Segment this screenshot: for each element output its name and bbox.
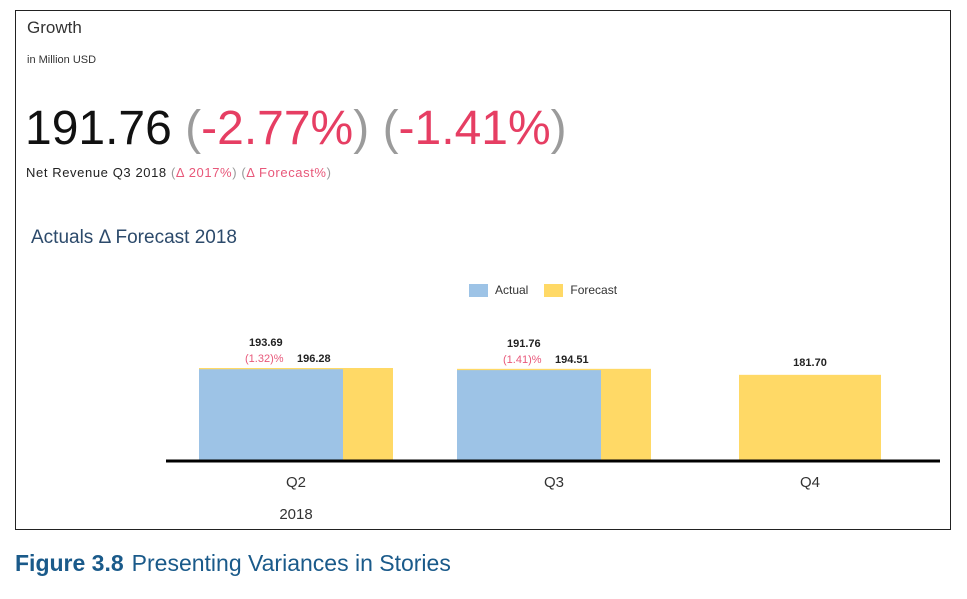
tile-title: Growth bbox=[27, 18, 82, 37]
legend-label-actual: Actual bbox=[495, 283, 529, 297]
legend-item-forecast: Forecast bbox=[544, 283, 617, 297]
data-label-forecast-q3: 194.51 bbox=[555, 354, 589, 366]
legend-item-actual: Actual bbox=[469, 283, 528, 297]
figure-caption-text: Presenting Variances in Stories bbox=[131, 550, 451, 576]
data-label-variance-q2: (1.32)% bbox=[245, 353, 284, 365]
bar-actual-q3 bbox=[457, 370, 601, 460]
chart-legend: Actual Forecast bbox=[469, 283, 633, 297]
x-tick-label-q3: Q3 bbox=[544, 474, 564, 491]
figure-caption: Figure 3.8 Presenting Variances in Storie… bbox=[15, 550, 451, 577]
legend-swatch-actual bbox=[469, 283, 488, 297]
x-group-label: 2018 bbox=[279, 506, 312, 523]
data-label-forecast-q2: 196.28 bbox=[297, 353, 331, 365]
bar-chart: 193.69 (1.32)% 196.28 Q2 191.76 (1.41)% 194.51… bbox=[166, 337, 940, 523]
data-label-forecast-q4: 181.70 bbox=[793, 357, 827, 369]
story-tile: Growth in Million USD 191.76 (-2.77%) (-… bbox=[15, 10, 951, 530]
bar-actual-q2 bbox=[199, 369, 343, 460]
kpi-label: Net Revenue Q3 2018 (Δ 2017%) (Δ Forecas… bbox=[26, 165, 332, 180]
kpi-delta-forecast: -1.41% bbox=[398, 102, 551, 155]
figure-number: Figure 3.8 bbox=[15, 550, 124, 576]
chart-title: Actuals Δ Forecast 2018 bbox=[31, 227, 237, 248]
kpi-label-delta-prior: Δ 2017% bbox=[175, 165, 233, 180]
kpi-value: 191.76 bbox=[25, 102, 172, 155]
data-label-actual-q2: 193.69 bbox=[249, 337, 283, 349]
kpi-label-text: Net Revenue Q3 2018 bbox=[26, 165, 167, 180]
kpi-delta-prior: -2.77% bbox=[201, 102, 354, 155]
bar-forecast-q4 bbox=[739, 374, 881, 460]
kpi-display: 191.76 (-2.77%) (-1.41%) bbox=[25, 102, 567, 155]
kpi-label-delta-forecast: Δ Forecast% bbox=[246, 165, 327, 180]
x-tick-label-q4: Q4 bbox=[800, 474, 820, 491]
data-label-actual-q3: 191.76 bbox=[507, 338, 541, 350]
legend-swatch-forecast bbox=[544, 283, 564, 297]
data-label-variance-q3: (1.41)% bbox=[503, 354, 542, 366]
tile-subtitle: in Million USD bbox=[27, 54, 97, 66]
legend-label-forecast: Forecast bbox=[570, 283, 618, 297]
x-tick-label-q2: Q2 bbox=[286, 474, 306, 491]
